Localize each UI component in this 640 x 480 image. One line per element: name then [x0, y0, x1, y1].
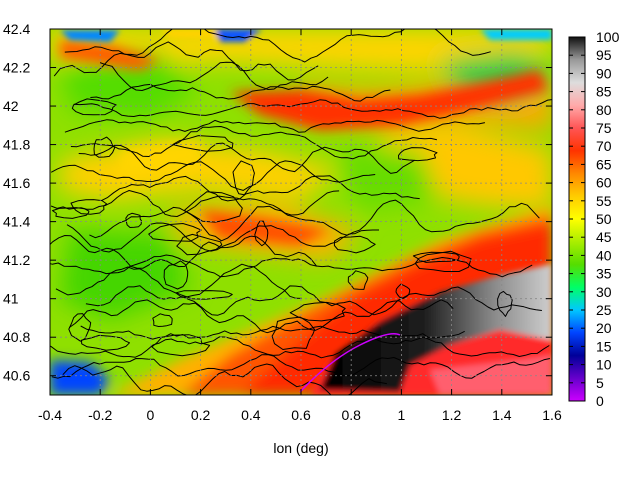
x-tick-label: 1: [398, 407, 406, 423]
contour-loop: [125, 212, 142, 228]
contour-lines: [50, 29, 552, 395]
contour-loop: [395, 283, 411, 299]
contour-line: [50, 336, 550, 359]
contour-loop: [151, 334, 211, 357]
contour-loop: [163, 260, 189, 290]
contour-loop: [148, 223, 202, 242]
contour-loop: [52, 207, 90, 219]
contour-line: [99, 61, 329, 91]
colorbar-tick-label: 95: [596, 47, 612, 63]
colorbar-tick-label: 55: [596, 193, 612, 209]
y-tick-label: 41.6: [3, 175, 30, 191]
colorbar-tick-label: 85: [596, 84, 612, 100]
x-tick-label: 1.2: [442, 407, 462, 423]
contour-loop: [497, 290, 513, 317]
contour-line: [50, 254, 533, 278]
x-tick-label: 0.6: [291, 407, 311, 423]
contour-line: [89, 199, 540, 242]
x-tick-label: 1.4: [492, 407, 512, 423]
contour-loop: [81, 334, 130, 351]
colorbar-tick-label: 5: [596, 375, 604, 391]
x-tick-label: -0.4: [38, 407, 62, 423]
contour-line: [53, 41, 319, 81]
contour-line: [62, 363, 387, 395]
y-tick-label: 42: [3, 98, 19, 114]
contour-line: [101, 175, 420, 202]
x-axis-title: lon (deg): [273, 440, 328, 456]
colorbar-tick-label: 90: [596, 65, 612, 81]
contour-loop: [414, 250, 472, 272]
x-axis: -0.4 -0.2 0 0.2 0.4 0.6 0.8 1 1.2 1.4 1.6: [38, 29, 562, 423]
contour-loop: [93, 136, 116, 158]
colorbar-tick-label: 45: [596, 229, 612, 245]
contour-loop: [271, 316, 316, 350]
x-tick-label: 0.8: [341, 407, 361, 423]
colorbar-tick-label: 80: [596, 102, 612, 118]
x-tick-label: 0: [147, 407, 155, 423]
y-tick-label: 41.4: [3, 214, 30, 230]
heatmap-field: [50, 29, 552, 395]
colorbar-tick-label: 70: [596, 138, 612, 154]
colorbar-tick-label: 35: [596, 266, 612, 282]
y-tick-label: 41.8: [3, 137, 30, 153]
colorbar-tick-label: 0: [596, 393, 604, 409]
contour-line: [90, 83, 391, 102]
contour-line: [64, 29, 491, 63]
contour-line: [78, 142, 415, 174]
contour-loop: [68, 313, 92, 342]
y-axis: 40.6 40.8 41 41.2 41.4 41.6 41.8 42 42.2 42.4: [3, 21, 552, 384]
contour-loop: [176, 233, 223, 256]
colorbar-tick-label: 65: [596, 156, 612, 172]
y-tick-label: 41.2: [3, 252, 30, 268]
contour-line: [66, 222, 379, 253]
colorbar-tick-label: 75: [596, 120, 612, 136]
colorbar-tick-label: 100: [596, 29, 620, 45]
contour-loop: [347, 270, 369, 290]
colorbar-tick-label: 20: [596, 320, 612, 336]
colorbar-tick-label: 10: [596, 357, 612, 373]
contour-loop: [183, 191, 243, 223]
contour-line: [50, 235, 318, 269]
contour-loop: [254, 220, 269, 247]
contour-loop: [398, 147, 438, 162]
x-tick-label: 0.2: [191, 407, 211, 423]
contour-loop: [289, 301, 346, 322]
colorbar-tick-label: 40: [596, 247, 612, 263]
contour-loop: [175, 290, 233, 300]
colorbar-tick-label: 50: [596, 211, 612, 227]
colorbar-tick-label: 15: [596, 338, 612, 354]
y-tick-label: 42.2: [3, 60, 30, 76]
contour-loop: [71, 98, 117, 116]
x-tick-label: 0.4: [241, 407, 261, 423]
grid-lines: [50, 29, 552, 395]
contour-loop: [152, 313, 173, 327]
y-tick-label: 41: [3, 291, 19, 307]
contour-line: [55, 263, 302, 299]
contour-line: [64, 119, 486, 133]
contour-loop: [412, 251, 460, 263]
contour-line: [50, 160, 376, 191]
y-tick-label: 40.8: [3, 329, 30, 345]
contour-line: [80, 325, 465, 340]
y-tick-label: 42.4: [3, 21, 30, 37]
contour-line: [50, 190, 340, 217]
contour-loop: [172, 135, 234, 152]
colorbar-tick-label: 25: [596, 302, 612, 318]
colorbar-tick-label: 60: [596, 175, 612, 191]
colorbar-tick-label: 30: [596, 284, 612, 300]
colorbar-ticks: 0 5 10 15 20 25 30 35 40 45 50 55 60 65 70 75 80 85 90 95 10…: [569, 29, 620, 409]
colorbar: 0 5 10 15 20 25 30 35 40 45 50 55 60 65 70 75 80 85 90 95 10…: [568, 29, 620, 409]
x-tick-label: -0.2: [88, 407, 112, 423]
y-tick-label: 40.6: [3, 368, 30, 384]
x-tick-label: 1.6: [542, 407, 562, 423]
contour-line: [73, 99, 552, 119]
contour-loop: [333, 235, 376, 254]
